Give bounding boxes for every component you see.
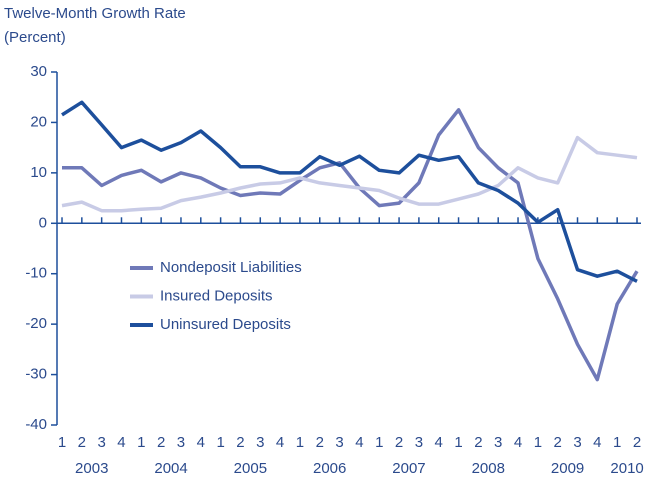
y-tick-label: 30 — [30, 63, 47, 80]
y-tick-label: -40 — [25, 416, 47, 433]
series-line — [61, 100, 638, 283]
x-tick-label: 1 — [454, 434, 462, 451]
x-tick-label: 2 — [633, 434, 641, 451]
x-tick-label: 3 — [494, 434, 502, 451]
x-tick-label: 4 — [197, 434, 205, 451]
x-tick-label: 4 — [593, 434, 601, 451]
x-tick-label: 3 — [573, 434, 581, 451]
x-tick-label: 1 — [613, 434, 621, 451]
x-tick-label: 1 — [58, 434, 66, 451]
chart-title: Twelve-Month Growth Rate — [4, 5, 186, 22]
y-tick-label: 10 — [30, 164, 47, 181]
x-tick-label: 2 — [78, 434, 86, 451]
x-tick-label: 2 — [474, 434, 482, 451]
x-tick-label: 4 — [435, 434, 443, 451]
x-group-label: 2010 — [610, 460, 643, 477]
legend-label: Nondeposit Liabilities — [160, 259, 302, 276]
x-group-label: 2008 — [472, 460, 505, 477]
x-tick-label: 4 — [117, 434, 125, 451]
x-tick-label: 3 — [256, 434, 264, 451]
y-tick-label: -20 — [25, 315, 47, 332]
x-tick-label: 3 — [97, 434, 105, 451]
x-tick-label: 2 — [157, 434, 165, 451]
y-tick-label: 20 — [30, 113, 47, 130]
x-tick-label: 2 — [554, 434, 562, 451]
y-tick-label: -30 — [25, 366, 47, 383]
x-tick-label: 4 — [276, 434, 284, 451]
x-group-label: 2009 — [551, 460, 584, 477]
x-tick-label: 1 — [534, 434, 542, 451]
x-tick-label: 3 — [177, 434, 185, 451]
series-line — [61, 135, 638, 213]
x-tick-label: 2 — [236, 434, 244, 451]
x-group-label: 2004 — [154, 460, 187, 477]
x-tick-label: 3 — [335, 434, 343, 451]
x-tick-label: 4 — [355, 434, 363, 451]
legend-label: Insured Deposits — [160, 287, 273, 304]
x-group-label: 2005 — [234, 460, 267, 477]
x-tick-label: 1 — [296, 434, 304, 451]
series-line — [62, 108, 639, 382]
x-tick-label: 1 — [375, 434, 383, 451]
x-group-label: 2003 — [75, 460, 108, 477]
x-tick-label: 1 — [216, 434, 224, 451]
x-tick-label: 3 — [415, 434, 423, 451]
x-tick-label: 2 — [316, 434, 324, 451]
x-group-label: 2006 — [313, 460, 346, 477]
x-tick-label: 4 — [514, 434, 522, 451]
legend-label: Uninsured Deposits — [160, 316, 291, 333]
x-tick-label: 1 — [137, 434, 145, 451]
y-tick-label: -10 — [25, 265, 47, 282]
x-group-label: 2007 — [392, 460, 425, 477]
chart-subtitle: (Percent) — [4, 29, 66, 46]
x-tick-label: 2 — [395, 434, 403, 451]
y-tick-label: 0 — [39, 214, 47, 231]
